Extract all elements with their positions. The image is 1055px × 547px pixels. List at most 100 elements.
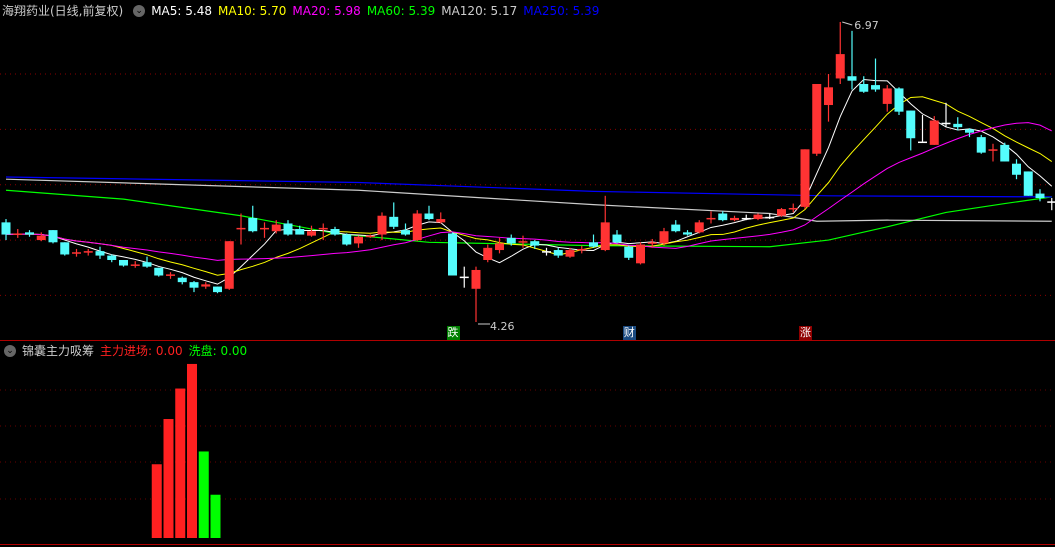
signal-marker: 跌 [446,326,460,340]
candle-body [894,88,904,112]
candle-body [271,224,281,232]
indicator-bar [151,464,162,538]
candle-body [248,217,258,232]
candle-body [918,141,927,144]
indicator-legend: ⌄ 锦囊主力吸筹 主力进场: 0.00 洗盘: 0.00 [2,341,253,361]
candle-body [1023,171,1033,196]
candle-body [530,241,540,246]
candle-body [471,269,481,289]
candle-body [236,227,246,230]
candle-body [518,241,528,243]
candle-body [812,83,822,154]
candle-body [177,277,187,283]
candle-body [495,243,504,251]
candle-body [1035,193,1045,199]
high-pointer [842,21,853,26]
candle-body [683,232,692,235]
candle-body [189,282,199,288]
candle-body [307,231,316,236]
candle-body [13,233,23,235]
candle-body [694,222,704,233]
wash-label: 洗盘: 0.00 [188,344,248,358]
candle-body [60,242,70,255]
ma250-line [5,176,1052,198]
main-entry-label: 主力进场: 0.00 [100,344,183,358]
candle-body [929,120,939,145]
candle-body [95,251,105,256]
candle-body [542,251,551,253]
indicator-bar [198,451,209,538]
candle-body [389,216,399,227]
candle-body [459,276,469,279]
candle-body [577,248,587,251]
candle-body [976,137,986,153]
candle-body [260,227,269,230]
candle-body [647,242,657,244]
candle-body [424,213,434,220]
ma120-line [5,178,1052,222]
candle-body [48,230,58,243]
candle-body [166,274,175,276]
candle-body [706,217,716,220]
ma20-line [5,122,1052,261]
candle-body [283,223,293,235]
candle-body [448,233,457,276]
candle-body [671,224,681,232]
candle-body [600,222,610,251]
ma120-label: MA120: 5.17 [441,4,518,18]
candle-body [953,123,963,128]
candle-body [201,284,211,287]
ma60-label: MA60: 5.39 [366,4,436,18]
candle-body [295,229,305,235]
indicator-bar [210,494,221,538]
chevron-down-icon[interactable]: ⌄ [4,345,16,357]
candle-body [483,247,493,261]
candle-body [553,250,563,256]
candle-body [72,252,81,254]
candle-body [788,207,798,210]
candle-body [142,262,152,267]
ma5-label: MA5: 5.48 [151,4,212,18]
candle-body [624,246,634,258]
candle-body [342,234,352,245]
candle-body [612,234,622,243]
candle-body [636,244,645,264]
candle-body [1012,163,1021,175]
candle-body [847,76,857,81]
candle-body [741,217,751,220]
candle-body [318,227,328,230]
candle-body [988,149,998,151]
stock-title: 海翔药业(日线,前复权) [2,4,124,18]
candle-body [730,217,739,221]
candle-body [213,286,222,293]
candle-body [130,264,140,266]
candle-body [1047,201,1055,203]
candle-body [882,88,892,104]
candle-body [377,215,387,235]
candle-body [365,235,375,238]
candle-body [1,222,11,235]
candle-body [835,54,845,79]
candle-body [965,129,974,133]
high-price-label: 6.97 [854,19,879,32]
candle-body [330,229,340,235]
candle-body [436,219,446,223]
low-price-label: 4.26 [490,320,515,333]
candle-body [777,209,786,216]
candle-body [354,236,363,244]
candle-body [506,237,516,244]
candle-body [401,230,410,235]
indicator-name: 锦囊主力吸筹 [22,344,95,358]
candle-body [859,83,869,92]
candle-body [765,216,775,219]
candle-body [154,267,164,276]
signal-marker: 涨 [799,326,812,340]
candle-body [824,87,833,106]
candle-body [718,213,728,221]
candle-body [800,149,810,207]
candle-body [25,232,34,235]
chevron-down-icon[interactable]: ⌄ [133,5,146,17]
ma60-line [5,189,1052,248]
candle-body [753,214,763,220]
